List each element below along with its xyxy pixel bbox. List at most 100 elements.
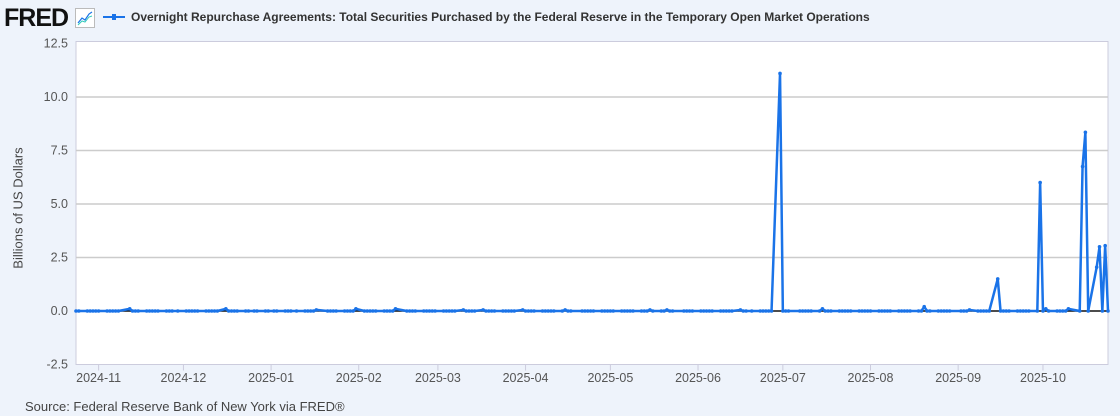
data-point xyxy=(959,309,963,313)
data-point xyxy=(150,309,155,313)
data-point xyxy=(727,309,731,313)
data-point xyxy=(744,309,748,313)
data-point xyxy=(85,309,90,313)
data-point xyxy=(441,309,446,313)
data-point xyxy=(863,309,867,313)
data-point xyxy=(888,309,893,313)
data-point xyxy=(410,309,415,313)
data-point xyxy=(484,309,488,313)
data-point xyxy=(659,309,664,313)
data-point xyxy=(546,309,550,313)
data-point xyxy=(925,309,929,313)
data-point xyxy=(1018,309,1023,313)
data-point xyxy=(1060,309,1065,313)
data-point xyxy=(405,309,409,313)
data-point xyxy=(766,309,771,313)
plot-background xyxy=(75,41,1109,365)
data-point xyxy=(314,308,319,312)
data-point xyxy=(421,309,426,313)
data-point xyxy=(798,309,802,313)
data-point xyxy=(328,309,333,313)
data-point xyxy=(1004,309,1009,313)
data-point xyxy=(373,309,378,313)
data-point xyxy=(583,309,587,313)
data-point xyxy=(382,309,386,313)
data-point xyxy=(687,309,692,313)
data-point xyxy=(492,309,497,313)
chart-icon[interactable] xyxy=(75,8,95,28)
data-point xyxy=(88,309,92,313)
data-point xyxy=(77,309,81,313)
data-point xyxy=(501,309,505,313)
data-point xyxy=(945,309,949,313)
x-tick-label: 2025-04 xyxy=(503,371,549,385)
data-point xyxy=(252,309,256,313)
data-point xyxy=(263,309,268,313)
data-point xyxy=(781,309,785,313)
data-point xyxy=(566,309,570,313)
data-point xyxy=(761,309,765,313)
data-point xyxy=(670,309,675,313)
data-point xyxy=(846,309,850,313)
data-point xyxy=(133,309,138,313)
data-point xyxy=(523,309,528,313)
data-point xyxy=(427,309,432,313)
fred-logo[interactable]: FRED xyxy=(4,4,69,32)
data-point xyxy=(368,309,372,313)
data-point xyxy=(820,307,825,311)
data-point xyxy=(540,309,545,313)
data-point xyxy=(430,309,435,313)
legend: Overnight Repurchase Agreements: Total S… xyxy=(103,10,870,24)
data-point xyxy=(865,309,870,313)
data-point xyxy=(645,309,649,313)
data-point xyxy=(1077,309,1082,313)
data-point xyxy=(311,309,316,313)
data-point xyxy=(580,309,584,313)
data-point xyxy=(1007,309,1011,313)
data-point xyxy=(1063,309,1068,313)
data-point xyxy=(998,309,1003,313)
data-point xyxy=(684,309,689,313)
x-tick-label: 2025-05 xyxy=(587,371,633,385)
data-point xyxy=(995,277,1000,281)
data-point xyxy=(939,309,943,313)
data-point xyxy=(919,309,924,313)
data-point xyxy=(1021,309,1025,313)
data-point xyxy=(212,309,217,313)
data-point xyxy=(306,309,310,313)
x-tick-label: 2024-12 xyxy=(161,371,207,385)
data-point xyxy=(585,309,590,313)
data-point xyxy=(823,309,828,313)
data-point xyxy=(602,309,607,313)
data-point xyxy=(600,309,604,313)
data-point xyxy=(91,309,95,313)
data-point xyxy=(164,309,169,313)
data-point xyxy=(526,309,531,313)
data-point xyxy=(976,309,980,313)
data-point xyxy=(1055,309,1059,313)
data-point xyxy=(591,309,596,313)
data-point xyxy=(786,309,791,313)
data-point xyxy=(170,309,174,313)
data-point xyxy=(707,309,712,313)
data-point xyxy=(552,309,556,313)
data-point xyxy=(882,309,887,313)
data-point xyxy=(167,309,172,313)
data-point xyxy=(447,309,452,313)
data-point xyxy=(243,309,248,313)
data-point xyxy=(764,309,768,313)
data-point xyxy=(226,309,231,313)
data-point xyxy=(1041,309,1045,313)
data-point xyxy=(294,309,299,313)
data-point xyxy=(857,309,861,313)
data-point xyxy=(453,309,457,313)
data-point xyxy=(877,309,881,313)
data-point xyxy=(1015,309,1020,313)
data-point xyxy=(608,309,613,313)
data-point xyxy=(503,309,508,313)
data-point xyxy=(665,308,669,312)
data-point xyxy=(730,309,734,313)
data-point xyxy=(896,309,901,313)
legend-swatch xyxy=(103,14,125,20)
